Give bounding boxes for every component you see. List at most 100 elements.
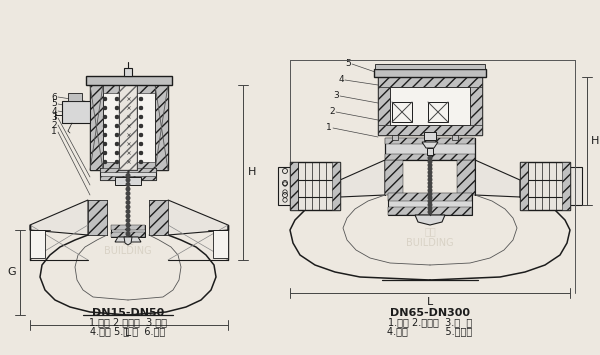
- Bar: [149, 200, 168, 235]
- Text: n-d: n-d: [296, 182, 310, 191]
- Bar: [378, 77, 482, 87]
- Circle shape: [115, 115, 119, 119]
- Circle shape: [104, 98, 107, 100]
- Circle shape: [126, 187, 130, 191]
- Circle shape: [126, 196, 130, 200]
- Bar: [520, 162, 528, 210]
- Bar: [378, 87, 390, 125]
- Bar: [111, 225, 145, 230]
- Text: 3: 3: [333, 92, 339, 100]
- Circle shape: [139, 125, 143, 127]
- Circle shape: [428, 207, 432, 210]
- Circle shape: [128, 142, 131, 146]
- Bar: [86, 76, 172, 85]
- Text: L: L: [427, 297, 433, 307]
- Bar: [290, 162, 340, 210]
- Circle shape: [104, 142, 107, 146]
- Circle shape: [115, 125, 119, 127]
- Text: 1.阀体 2.阀塞组  3.弹  簧: 1.阀体 2.阀塞组 3.弹 簧: [388, 317, 472, 327]
- Circle shape: [428, 196, 432, 200]
- Bar: [520, 162, 570, 210]
- Bar: [115, 177, 141, 185]
- Text: 4.阀盖            5.电磁铁: 4.阀盖 5.电磁铁: [388, 326, 473, 336]
- Circle shape: [126, 178, 130, 182]
- Circle shape: [104, 133, 107, 137]
- Bar: [88, 200, 107, 235]
- Bar: [470, 87, 482, 125]
- Circle shape: [428, 185, 432, 189]
- Circle shape: [128, 133, 131, 137]
- Text: 4: 4: [338, 76, 344, 84]
- Circle shape: [128, 125, 131, 127]
- Circle shape: [104, 152, 107, 154]
- Circle shape: [115, 160, 119, 164]
- Circle shape: [139, 98, 143, 100]
- Circle shape: [428, 210, 432, 214]
- Circle shape: [104, 115, 107, 119]
- Circle shape: [104, 160, 107, 164]
- Circle shape: [428, 174, 432, 178]
- Circle shape: [126, 219, 130, 222]
- Circle shape: [428, 171, 432, 174]
- Circle shape: [126, 223, 130, 227]
- Circle shape: [428, 156, 432, 160]
- Text: DN65-DN300: DN65-DN300: [390, 308, 470, 318]
- Circle shape: [428, 200, 432, 203]
- Bar: [457, 160, 475, 195]
- Bar: [392, 135, 398, 140]
- Polygon shape: [475, 160, 520, 197]
- Circle shape: [126, 210, 130, 213]
- Circle shape: [104, 125, 107, 127]
- Polygon shape: [340, 160, 385, 197]
- Circle shape: [428, 178, 432, 181]
- Polygon shape: [88, 200, 107, 235]
- Bar: [378, 125, 482, 135]
- Bar: [562, 162, 570, 210]
- Bar: [100, 168, 156, 172]
- Circle shape: [139, 133, 143, 137]
- Circle shape: [126, 201, 130, 204]
- Text: L: L: [125, 328, 131, 338]
- Polygon shape: [415, 215, 445, 225]
- Bar: [62, 101, 90, 123]
- Bar: [155, 85, 168, 170]
- Circle shape: [128, 152, 131, 154]
- Circle shape: [126, 192, 130, 195]
- Circle shape: [126, 214, 130, 218]
- Bar: [374, 69, 486, 77]
- Bar: [428, 102, 448, 122]
- Circle shape: [126, 183, 130, 186]
- Circle shape: [128, 98, 131, 100]
- Bar: [119, 85, 137, 170]
- Bar: [90, 85, 103, 170]
- Polygon shape: [30, 200, 88, 235]
- Text: 5: 5: [345, 60, 351, 69]
- Circle shape: [128, 106, 131, 109]
- Circle shape: [126, 174, 130, 177]
- Bar: [111, 225, 145, 237]
- Text: H: H: [591, 136, 599, 146]
- Circle shape: [139, 115, 143, 119]
- Bar: [90, 85, 168, 170]
- Text: 4: 4: [51, 106, 57, 115]
- Circle shape: [139, 152, 143, 154]
- Circle shape: [428, 167, 432, 171]
- Polygon shape: [168, 200, 228, 235]
- Text: 诶工
BUILDING: 诶工 BUILDING: [406, 226, 454, 248]
- Bar: [388, 193, 472, 201]
- Circle shape: [115, 142, 119, 146]
- Bar: [388, 193, 472, 215]
- Circle shape: [428, 181, 432, 185]
- Circle shape: [104, 106, 107, 109]
- Text: G: G: [8, 267, 16, 277]
- Polygon shape: [427, 148, 433, 155]
- Polygon shape: [149, 200, 168, 235]
- Polygon shape: [115, 237, 141, 242]
- Bar: [278, 167, 292, 205]
- Bar: [452, 135, 458, 140]
- Bar: [388, 207, 472, 215]
- Circle shape: [428, 192, 432, 196]
- Circle shape: [128, 160, 131, 164]
- Text: 3: 3: [51, 114, 57, 122]
- Bar: [568, 167, 582, 205]
